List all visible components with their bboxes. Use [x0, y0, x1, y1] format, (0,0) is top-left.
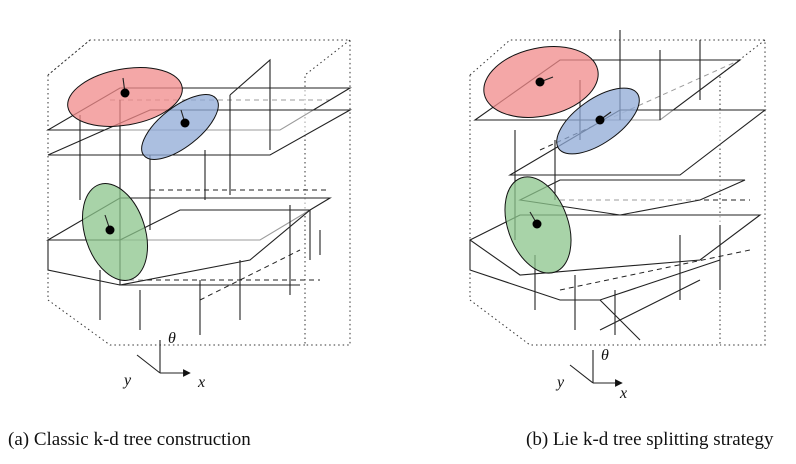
caption: (b) Lie k-d tree splitting strategy	[526, 429, 774, 450]
axis-label-y: y	[122, 372, 132, 389]
figure: θ y x (a) Classic k-d tree construction …	[0, 0, 796, 464]
panel-b: θ y x (b) Lie k-d tree splitting strateg…	[470, 30, 774, 450]
axis-label-x: x	[197, 374, 205, 391]
caption: (a) Classic k-d tree construction	[8, 429, 251, 450]
panel-a: θ y x (a) Classic k-d tree construction	[8, 40, 350, 450]
axis-label-y: y	[555, 374, 565, 391]
axes	[570, 350, 622, 383]
axis-label-theta: θ	[601, 347, 609, 364]
axis-label-x: x	[619, 385, 627, 402]
axis-label-theta: θ	[168, 330, 176, 347]
